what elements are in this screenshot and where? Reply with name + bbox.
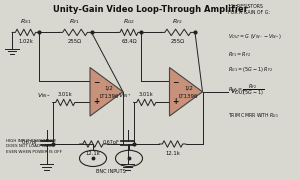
Text: $R_{F1} = R_{F2}$: $R_{F1} = R_{F2}$: [228, 50, 251, 59]
Text: −: −: [93, 78, 99, 87]
Text: 255Ω: 255Ω: [68, 39, 82, 44]
Text: 0.67pF: 0.67pF: [21, 140, 38, 145]
Text: LT1396: LT1396: [179, 94, 198, 99]
Text: 1.02k: 1.02k: [18, 39, 33, 44]
Text: $R_{G1} = (5G-1)\ R_{F2}$: $R_{G1} = (5G-1)\ R_{F2}$: [228, 65, 273, 74]
Text: $R_{F1}$: $R_{F1}$: [69, 17, 81, 26]
Text: BNC INPUTS: BNC INPUTS: [96, 169, 126, 174]
Text: 3.01k: 3.01k: [58, 92, 73, 97]
Text: 1/2: 1/2: [104, 85, 113, 90]
Text: $V_{OUT}$: $V_{OUT}$: [230, 87, 246, 97]
Text: 63.4Ω: 63.4Ω: [121, 39, 137, 44]
Text: TRIM CMRR WITH $R_{G1}$: TRIM CMRR WITH $R_{G1}$: [228, 112, 279, 120]
Text: $R_{F2}$: $R_{F2}$: [172, 17, 183, 26]
Polygon shape: [169, 68, 202, 116]
Text: 12.1k: 12.1k: [165, 151, 180, 156]
Text: +: +: [93, 97, 99, 106]
Text: 0.67pF: 0.67pF: [102, 140, 119, 145]
Text: $R_{G2}$: $R_{G2}$: [123, 17, 135, 26]
Text: 3.01k: 3.01k: [139, 92, 154, 97]
Text: −: −: [172, 78, 179, 87]
Text: 1% RESISTORS
FOR A GAIN OF G:: 1% RESISTORS FOR A GAIN OF G:: [228, 4, 270, 15]
Text: 255Ω: 255Ω: [171, 39, 185, 44]
Text: $V_{IN^+}$: $V_{IN^+}$: [118, 91, 132, 100]
Text: $V_{IN^-}$: $V_{IN^-}$: [37, 91, 51, 100]
Text: 12.1k: 12.1k: [85, 151, 100, 156]
Text: HIGH INPUT RESISTANCE
DOES NOT LOAD CABLE
EVEN WHEN POWER IS OFF: HIGH INPUT RESISTANCE DOES NOT LOAD CABL…: [6, 139, 62, 154]
Text: Unity-Gain Video Loop-Through Amplifier: Unity-Gain Video Loop-Through Amplifier: [52, 4, 247, 14]
Text: $V_{OUT} = G\ (V_{IN^+} - V_{IN^-})$: $V_{OUT} = G\ (V_{IN^+} - V_{IN^-})$: [228, 32, 282, 41]
Polygon shape: [90, 68, 123, 116]
Text: +: +: [172, 97, 179, 106]
Text: $R_{G2} = \dfrac{R_{F2}}{(5G-1)}$: $R_{G2} = \dfrac{R_{F2}}{(5G-1)}$: [228, 83, 264, 98]
Text: LT1396: LT1396: [99, 94, 119, 99]
Text: $R_{S1}$: $R_{S1}$: [20, 17, 31, 26]
Text: 1/2: 1/2: [184, 85, 193, 90]
